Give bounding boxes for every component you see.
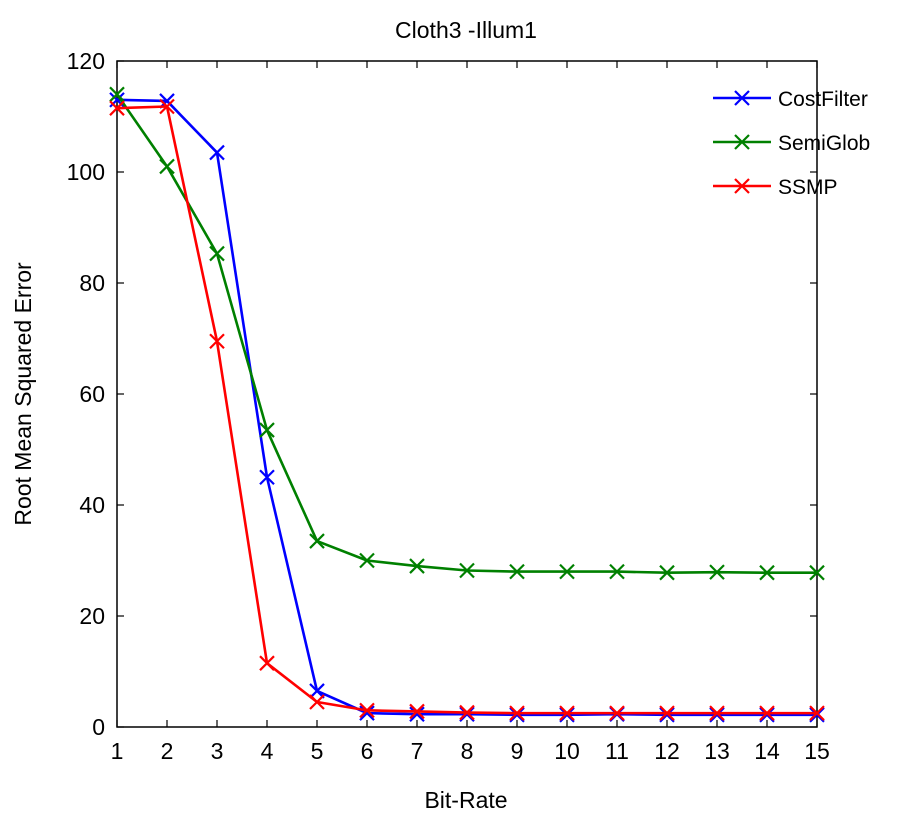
x-tick-label: 10 [554,738,580,764]
data-point-marker [609,563,625,580]
data-point-marker [659,705,675,721]
legend-label: CostFilter [778,88,868,111]
data-point-marker [409,703,425,720]
data-point-marker [259,422,275,438]
y-tick-label: 20 [79,603,105,629]
data-point-marker [509,707,525,723]
data-point-marker [409,706,425,723]
x-tick-label: 14 [754,738,780,764]
data-point-marker [559,705,575,721]
data-point-marker [759,564,775,581]
x-axis-label: Bit-Rate [424,787,507,813]
data-point-marker [459,706,475,723]
data-point-marker [159,158,175,175]
series-layer [109,86,825,723]
y-tick-label: 0 [92,714,105,740]
data-point-marker [259,469,275,486]
legend-entry: CostFilter [713,88,868,111]
y-tick-label: 40 [79,492,105,518]
data-point-marker [359,552,375,569]
x-tick-label: 11 [605,738,629,764]
series-line [116,98,817,717]
data-point-marker [209,245,225,262]
data-point-marker [209,333,225,350]
data-point-marker [559,563,575,580]
legend-marker [734,134,750,150]
legend-marker [734,178,750,194]
series-line [116,105,817,715]
y-tick-label: 120 [67,48,105,74]
x-tick-label: 4 [261,738,274,764]
x-tick-label: 9 [511,738,524,764]
series-ssmp [109,98,825,721]
data-point-marker [309,533,325,549]
data-point-marker [109,100,125,116]
y-axis-label: Root Mean Squared Error [10,262,36,526]
data-point-marker [359,702,375,719]
x-tick-label: 15 [804,738,830,764]
legend-label: SSMP [778,176,838,199]
data-point-marker [159,98,175,115]
y-tick-label: 60 [79,381,105,407]
legend-label: SemiGlob [778,132,870,155]
data-point-marker [609,705,625,721]
data-point-marker [309,683,325,699]
data-point-marker [259,655,275,671]
data-point-marker [509,705,525,721]
x-tick-label: 5 [311,738,324,764]
plot-area-frame [116,60,818,728]
data-point-marker [509,563,525,580]
series-line [115,93,817,575]
y-tick-label: 80 [79,270,105,296]
data-point-marker [759,707,775,723]
legend: CostFilter SemiGlob SSMP [713,88,870,199]
x-tick-label: 7 [411,738,424,764]
data-point-marker [809,707,825,723]
x-tick-label: 13 [704,738,730,764]
data-point-marker [109,86,125,103]
legend-entry: SSMP [713,176,838,199]
x-tick-label: 3 [211,738,224,764]
x-tick-label: 12 [654,738,680,764]
data-point-marker [809,564,825,581]
data-point-marker [709,705,725,721]
x-tick-label: 1 [111,738,124,764]
data-point-marker [709,564,725,580]
chart-title: Cloth3 -Illum1 [395,17,537,43]
x-tick-label: 8 [461,738,474,764]
legend-marker [734,90,750,106]
data-point-marker [759,705,775,721]
y-axis: 0 20 40 60 80 100 120 [67,48,817,740]
x-tick-label: 6 [361,738,374,764]
y-tick-label: 100 [67,159,105,185]
series-costfilter [109,92,825,723]
data-point-marker [459,562,475,579]
data-point-marker [409,558,425,574]
data-point-marker [659,707,675,723]
x-tick-label: 2 [161,738,174,764]
data-point-marker [559,707,575,723]
data-point-marker [309,694,325,710]
series-semiglob [109,86,825,581]
data-point-marker [209,144,225,161]
legend-entry: SemiGlob [713,132,870,155]
data-point-marker [809,705,825,721]
data-point-marker [459,704,475,721]
x-axis: 1 2 3 4 5 6 7 8 9 10 11 12 13 14 15 [111,61,830,764]
data-point-marker [659,564,675,581]
data-point-marker [709,707,725,723]
